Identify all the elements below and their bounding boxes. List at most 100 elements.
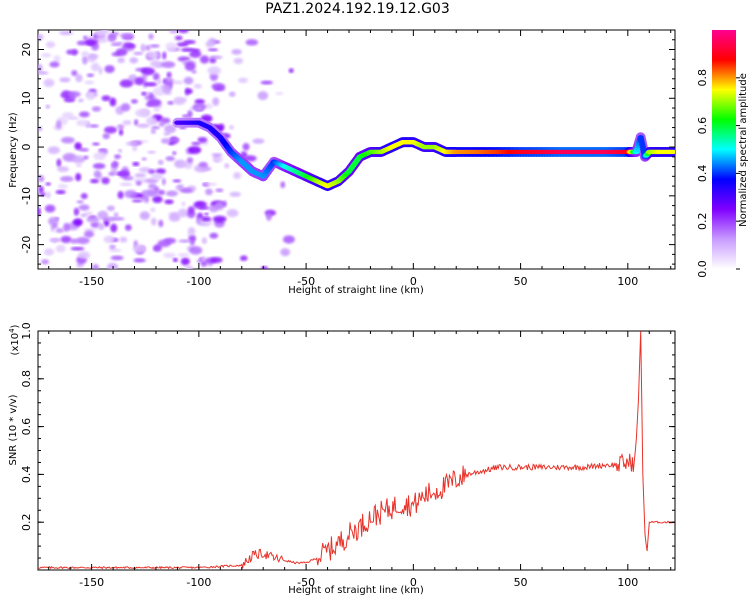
snr-scale-suffix: ) (10, 324, 21, 328)
spectrogram-noise-blob (97, 211, 108, 219)
spectrogram-noise-blob (59, 175, 74, 182)
x-tick-label: 50 (514, 275, 528, 288)
spectrogram-noise-blob (166, 47, 177, 52)
spectrogram-noise-blob (239, 255, 248, 262)
spectrogram-noise-blob (165, 156, 175, 162)
spectrogram-noise-blob (93, 152, 107, 161)
spectrogram-noise-blob (180, 98, 187, 102)
spectrogram-noise-blob (119, 79, 133, 88)
spectrogram-noise-blob (196, 259, 202, 263)
spectrogram-noise-blob (198, 161, 209, 168)
spectrogram-noise-blob (238, 77, 248, 84)
spectrogram-noise-blob (83, 230, 95, 238)
spectrogram-noise-blob (226, 209, 239, 218)
spectrogram-noise-blob (110, 163, 116, 168)
spectrogram-noise-blob (83, 155, 89, 160)
spectrogram-noise-blob (80, 193, 88, 200)
snr-x-ticks: -150 -100 -50 0 50 100 (48, 331, 672, 589)
spectrogram-noise-blob (108, 248, 122, 253)
spectrogram-noise-blob (88, 54, 99, 59)
spectrogram-noise-blob (132, 144, 138, 152)
spectrogram-noise-blob (167, 100, 174, 105)
colorbar-tick-label: 0.8 (696, 69, 709, 87)
spectrogram-noise-blob (209, 232, 219, 239)
spectrogram-noise-blob (189, 50, 202, 58)
y-tick-label: 0.2 (20, 513, 33, 531)
spectrogram-noise-blob (71, 70, 78, 76)
spectrogram-noise-blob (204, 212, 209, 216)
snr-scale-exponent: 4 (8, 328, 16, 333)
spectrogram-noise-blob (130, 74, 136, 79)
spectrogram-noise-blob (102, 216, 116, 222)
spectrogram-noise-blob (133, 51, 144, 55)
spectrogram-noise-blob (193, 200, 208, 209)
spectrogram-noise-blob (115, 48, 128, 56)
spectrogram-noise-blob (45, 182, 51, 186)
spectrogram-noise-blob (135, 181, 142, 186)
spectrogram-noise-blob (161, 177, 166, 186)
spectrogram-noise-blob (177, 208, 189, 218)
spectrogram-noise-blob (110, 223, 118, 233)
spectrogram-noise-blob (150, 207, 156, 213)
colorbar-ticks: 0.0 0.2 0.4 0.6 0.8 (696, 69, 740, 278)
y-tick-label: 20 (20, 43, 33, 57)
spectrogram-noise-blob (147, 150, 156, 154)
spectrogram-noise-blob (57, 183, 68, 190)
spectrogram-noise-blob (136, 123, 150, 128)
spectrogram-noise-blob (120, 103, 131, 112)
spectrogram-noise-blob (55, 190, 66, 195)
spectrogram-noise-blob (38, 33, 44, 41)
colorbar-tick-label: 0.6 (696, 117, 709, 135)
spectrogram-noise-blob (135, 109, 149, 117)
spectrogram-noise-blob (38, 185, 44, 194)
spectrogram-noise-blob (45, 41, 56, 49)
spectrogram-noise-blob (183, 40, 196, 44)
y-tick-label: 1.0 (20, 322, 33, 340)
spectrogram-noise-blob (157, 239, 171, 248)
spectrogram-noise-blob (148, 169, 156, 175)
spectrogram-noise-blob (177, 56, 191, 62)
spectrogram-noise-blob (208, 204, 219, 213)
spectrogram-noise-blob (185, 88, 193, 95)
spectrogram-noise-blob (215, 188, 224, 193)
snr-scale-prefix: (x10 (10, 333, 21, 356)
spectrogram-noise-blob (120, 33, 134, 38)
spectrogram-noise-blob (91, 106, 102, 112)
spectrogram-noise-blob (89, 178, 100, 184)
spectrogram-noise-blob (84, 227, 97, 232)
spectrogram-noise-blob (150, 59, 160, 68)
spectrogram-noise-blob (61, 112, 75, 119)
spectrogram-noise-blob (207, 66, 221, 76)
spectrogram-noise-blob (109, 97, 117, 107)
spectrogram-noise-blob (188, 235, 197, 242)
colorbar-gradient (712, 30, 736, 269)
spectrogram-noise-blob (172, 80, 184, 85)
spectrogram-noise-blob (184, 264, 194, 269)
spectrogram-noise-blob (146, 51, 160, 60)
spectrogram-noise-blob (169, 30, 178, 34)
y-tick-label: -10 (20, 187, 33, 205)
chart-title: PAZ1.2024.192.19.12.G03 (265, 1, 450, 17)
spectrogram-noise-blob (153, 244, 162, 252)
spectrogram-noise-blob (191, 141, 201, 146)
snr-panel: -150 -100 -50 0 50 100 0.2 0.4 0.6 0.8 1.0 Height… (8, 322, 676, 596)
spectrogram-noise-blob (109, 244, 116, 250)
spectrogram-noise-blob (134, 119, 139, 126)
snr-frame (37, 330, 676, 571)
spectrogram-noise-blob (138, 167, 152, 173)
spectrogram-noise-blob (231, 48, 242, 55)
spectrogram-noise-blob (141, 91, 147, 96)
spectrogram-noise-blob (41, 52, 52, 58)
spectrogram-noise-blob (172, 258, 178, 262)
spectrogram-noise-blob (76, 200, 84, 204)
spectrogram-noise-blob (90, 221, 100, 228)
spectrogram-noise-blob (183, 76, 194, 85)
spectrogram-noise-blob (212, 155, 224, 163)
spectrogram-noise-blob (201, 256, 206, 262)
spectrogram-noise-blob (84, 80, 95, 85)
y-tick-label: 0.6 (20, 418, 33, 436)
spectrogram-noise-blob (181, 47, 195, 52)
spectrogram-noise-blob (204, 103, 214, 109)
spectrogram-noise-blob (141, 189, 156, 196)
spectrogram-noise-blob (48, 216, 59, 226)
